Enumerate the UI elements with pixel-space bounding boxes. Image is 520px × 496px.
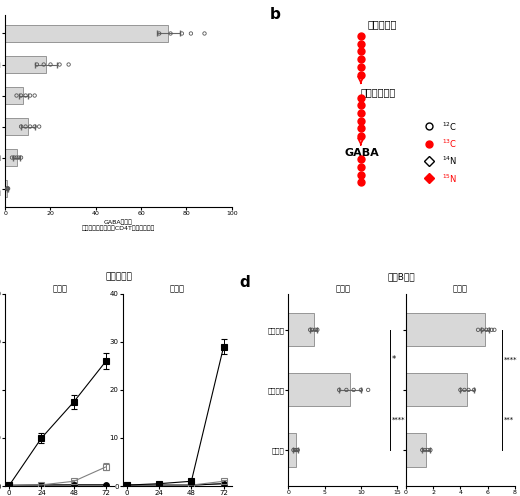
Point bbox=[56, 61, 64, 68]
Point bbox=[418, 446, 426, 454]
Point bbox=[12, 154, 21, 162]
Point bbox=[187, 30, 195, 38]
Text: ****: **** bbox=[392, 417, 405, 423]
Text: $^{14}$N: $^{14}$N bbox=[443, 155, 458, 167]
Bar bbox=[5, 25, 168, 42]
Bar bbox=[406, 434, 426, 467]
Point bbox=[33, 61, 41, 68]
Point bbox=[311, 326, 319, 334]
Bar bbox=[5, 87, 23, 104]
Point bbox=[3, 185, 11, 192]
Title: 細胞外: 細胞外 bbox=[453, 284, 468, 293]
Text: ヒトB細胞: ヒトB細胞 bbox=[388, 272, 415, 281]
Point bbox=[292, 446, 301, 454]
Point bbox=[291, 446, 299, 454]
Point bbox=[31, 92, 39, 100]
Point bbox=[426, 446, 435, 454]
Point bbox=[423, 446, 432, 454]
Point bbox=[178, 30, 186, 38]
Point bbox=[64, 61, 73, 68]
Point bbox=[488, 326, 496, 334]
Bar bbox=[406, 373, 467, 406]
Point bbox=[155, 30, 163, 38]
Point bbox=[4, 185, 12, 192]
Point bbox=[35, 123, 43, 130]
Text: $^{12}$C: $^{12}$C bbox=[443, 120, 458, 132]
Point bbox=[10, 154, 18, 162]
Title: 細胞内: 細胞内 bbox=[335, 284, 350, 293]
Point bbox=[166, 30, 175, 38]
Point bbox=[294, 446, 302, 454]
Text: ****: **** bbox=[504, 357, 517, 363]
Point bbox=[200, 30, 209, 38]
Point bbox=[3, 185, 11, 192]
Point bbox=[478, 326, 486, 334]
Title: 細胞外: 細胞外 bbox=[170, 284, 185, 293]
Point bbox=[4, 185, 12, 192]
Point bbox=[308, 326, 317, 334]
Point bbox=[26, 92, 34, 100]
Point bbox=[21, 123, 30, 130]
Bar bbox=[5, 149, 17, 166]
Point bbox=[15, 154, 23, 162]
Point bbox=[482, 326, 490, 334]
Point bbox=[335, 386, 343, 394]
Point bbox=[46, 61, 55, 68]
Bar bbox=[406, 313, 485, 346]
Text: グルタミン: グルタミン bbox=[368, 19, 397, 29]
Bar bbox=[288, 434, 295, 467]
Point bbox=[357, 386, 365, 394]
Text: *: * bbox=[392, 355, 396, 365]
Point bbox=[289, 446, 297, 454]
Point bbox=[306, 326, 314, 334]
Point bbox=[485, 326, 493, 334]
Point bbox=[464, 386, 473, 394]
Point bbox=[456, 386, 464, 394]
Text: GABA: GABA bbox=[345, 148, 380, 158]
Point bbox=[12, 92, 21, 100]
Point bbox=[17, 123, 25, 130]
X-axis label: GABA濃度比
（リンパ節ナイーブCD4T細胞との比）: GABA濃度比 （リンパ節ナイーブCD4T細胞との比） bbox=[82, 219, 155, 231]
Text: d: d bbox=[239, 274, 250, 290]
Point bbox=[17, 154, 25, 162]
Point bbox=[349, 386, 358, 394]
Title: 細胞内: 細胞内 bbox=[52, 284, 67, 293]
Text: ***: *** bbox=[504, 417, 514, 423]
Point bbox=[364, 386, 372, 394]
Bar bbox=[5, 56, 46, 73]
Point bbox=[313, 326, 321, 334]
Text: b: b bbox=[270, 7, 281, 22]
Bar bbox=[288, 313, 314, 346]
Text: $^{13}$C: $^{13}$C bbox=[443, 137, 458, 150]
Point bbox=[26, 123, 34, 130]
Point bbox=[474, 326, 482, 334]
Bar bbox=[5, 180, 7, 197]
Point bbox=[490, 326, 499, 334]
Point bbox=[21, 92, 30, 100]
Text: $^{15}$N: $^{15}$N bbox=[443, 172, 458, 185]
Point bbox=[342, 386, 350, 394]
Point bbox=[460, 386, 469, 394]
Bar bbox=[5, 118, 28, 135]
Point bbox=[8, 154, 16, 162]
Point bbox=[421, 446, 429, 454]
Point bbox=[31, 123, 39, 130]
Text: グルタミン酸: グルタミン酸 bbox=[361, 87, 396, 97]
Point bbox=[470, 386, 478, 394]
Bar bbox=[288, 373, 350, 406]
Point bbox=[40, 61, 48, 68]
Point bbox=[17, 92, 25, 100]
Text: マウス細胞: マウス細胞 bbox=[105, 272, 132, 281]
